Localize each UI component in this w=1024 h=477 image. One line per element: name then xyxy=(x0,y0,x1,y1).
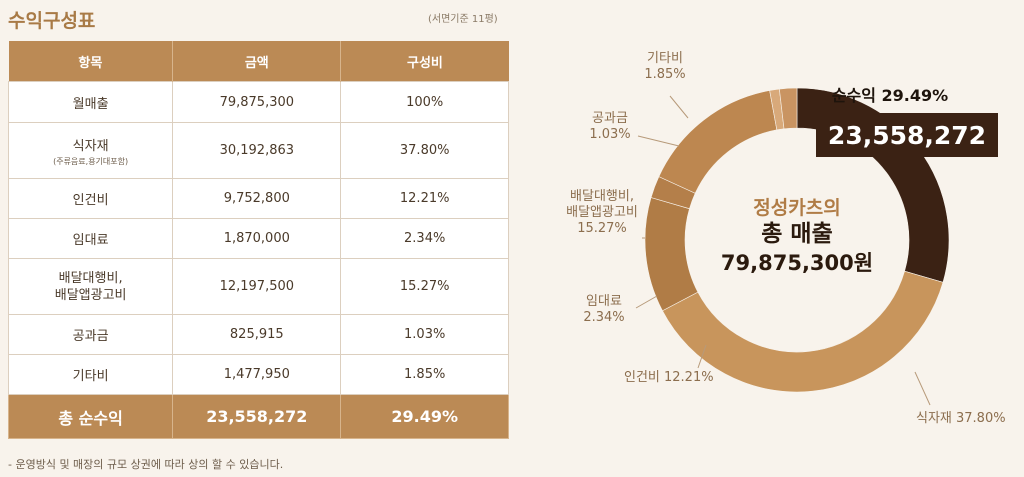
slice-label-7: 기타비 1.85% xyxy=(644,51,685,82)
column-header-item: 항목 xyxy=(8,41,174,82)
row-ratio: 12.21% xyxy=(340,178,509,219)
leader-lines xyxy=(635,95,931,406)
row-item-sub: (주류음료,용기대포함) xyxy=(53,156,129,166)
total-amount: 23,558,272 xyxy=(172,394,342,439)
net-profit-highlight-box xyxy=(816,113,998,157)
row-item: 임대료 xyxy=(7,218,174,259)
row-ratio: 100% xyxy=(340,81,509,123)
revenue-donut-chart: 식자재 37.80% 인건비 12.21% 임대료 2.34% 배달대행비, 배달앱광고비… xyxy=(566,51,1005,426)
row-amount: 9,752,800 xyxy=(172,178,342,219)
table-row: 기타비 1,477,950 1.85% xyxy=(7,354,509,395)
row-item: 기타비 xyxy=(7,354,174,395)
row-amount: 1,870,000 xyxy=(172,218,342,259)
donut-slices xyxy=(644,87,950,393)
row-item: 월매출 xyxy=(7,81,174,123)
revenue-table: 항목 금액 구성비 월매출 79,875,300 100% 식자재 (주류음료,… xyxy=(7,41,509,439)
table-row: 인건비 9,752,800 12.21% xyxy=(7,178,509,219)
slice-labels: 식자재 37.80% 인건비 12.21% 임대료 2.34% 배달대행비, 배달앱광고비… xyxy=(566,51,1005,426)
center-brand: 정성카츠의 xyxy=(753,197,840,219)
slice-label-3: 인건비 12.21% xyxy=(624,370,714,385)
row-item: 식자재 xyxy=(72,138,109,154)
net-profit-value: 23,558,272 xyxy=(828,121,986,150)
table-row: 공과금 825,915 1.03% xyxy=(7,314,509,355)
row-ratio: 15.27% xyxy=(340,258,509,315)
total-row: 총 순수익 23,558,272 29.49% xyxy=(7,394,509,439)
row-ratio: 1.03% xyxy=(340,314,509,355)
slice-label-5: 배달대행비, 배달앱광고비 15.27% xyxy=(566,188,638,236)
table-row: 식자재 (주류음료,용기대포함) 30,192,863 37.80% xyxy=(7,122,509,179)
row-amount: 825,915 xyxy=(172,314,342,355)
slice-label-4: 임대료 2.34% xyxy=(583,294,624,325)
row-amount: 30,192,863 xyxy=(172,122,342,179)
leader-line-2 xyxy=(914,371,931,406)
total-item: 총 순수익 xyxy=(7,394,174,439)
row-item: 인건비 xyxy=(7,178,174,219)
row-ratio: 2.34% xyxy=(340,218,509,259)
net-profit-label: 순수익 29.49% xyxy=(832,86,948,105)
row-item: 배달대행비, 배달앱광고비 xyxy=(7,258,174,315)
slice-label-6: 공과금 1.03% xyxy=(589,111,630,142)
column-header-ratio: 구성비 xyxy=(340,41,509,82)
table-row: 배달대행비, 배달앱광고비 12,197,500 15.27% xyxy=(7,258,509,315)
row-amount: 1,477,950 xyxy=(172,354,342,395)
row-item: 공과금 xyxy=(7,314,174,355)
leader-line-4 xyxy=(635,295,658,309)
table-row: 임대료 1,870,000 2.34% xyxy=(7,218,509,259)
table-subtitle: (서면기준 11평) xyxy=(428,14,498,25)
donut-slice-3 xyxy=(644,197,699,312)
slice-label-2: 식자재 37.80% xyxy=(916,411,1006,426)
row-amount: 12,197,500 xyxy=(172,258,342,315)
leader-line-6 xyxy=(637,135,680,147)
row-ratio: 37.80% xyxy=(340,122,509,179)
table-row: 월매출 79,875,300 100% xyxy=(7,81,509,123)
donut-slice-5 xyxy=(658,90,778,194)
leader-line-3 xyxy=(697,344,707,369)
donut-slice-2 xyxy=(662,270,944,393)
total-ratio: 29.49% xyxy=(340,394,509,439)
center-total: 79,875,300원 xyxy=(721,251,873,275)
row-ratio: 1.85% xyxy=(340,354,509,395)
table-header-row: 항목 금액 구성비 xyxy=(8,41,509,82)
page-title: 수익구성표 xyxy=(8,10,96,32)
center-label: 총 매출 xyxy=(761,221,833,247)
column-header-amount: 금액 xyxy=(172,41,342,82)
footnote: - 운영방식 및 매장의 규모 상권에 따라 상의 할 수 있습니다. xyxy=(8,458,284,471)
row-amount: 79,875,300 xyxy=(172,81,342,123)
row-item-cell: 식자재 (주류음료,용기대포함) xyxy=(7,122,174,179)
donut-slice-7 xyxy=(779,87,798,130)
leader-line-7 xyxy=(669,95,689,119)
